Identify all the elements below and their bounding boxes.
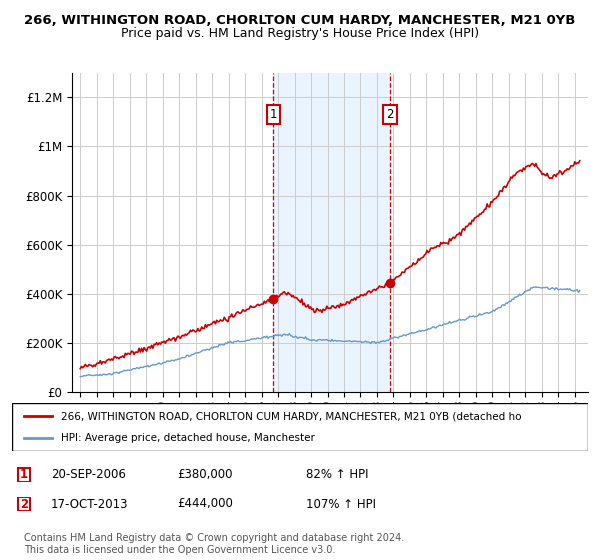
- Text: 1: 1: [20, 468, 28, 482]
- Text: 2: 2: [20, 497, 28, 511]
- Text: HPI: Average price, detached house, Manchester: HPI: Average price, detached house, Manc…: [61, 433, 315, 443]
- Text: 2: 2: [386, 108, 394, 121]
- Text: 82% ↑ HPI: 82% ↑ HPI: [306, 468, 368, 482]
- Text: 266, WITHINGTON ROAD, CHORLTON CUM HARDY, MANCHESTER, M21 0YB: 266, WITHINGTON ROAD, CHORLTON CUM HARDY…: [25, 14, 575, 27]
- Text: 266, WITHINGTON ROAD, CHORLTON CUM HARDY, MANCHESTER, M21 0YB (detached ho: 266, WITHINGTON ROAD, CHORLTON CUM HARDY…: [61, 411, 521, 421]
- Bar: [274, 73, 390, 392]
- Text: 17-OCT-2013: 17-OCT-2013: [51, 497, 128, 511]
- Text: £444,000: £444,000: [177, 497, 233, 511]
- Text: 20-SEP-2006: 20-SEP-2006: [51, 468, 126, 482]
- Text: Contains HM Land Registry data © Crown copyright and database right 2024.
This d: Contains HM Land Registry data © Crown c…: [24, 533, 404, 555]
- Text: £380,000: £380,000: [177, 468, 233, 482]
- Text: 1: 1: [270, 108, 277, 121]
- Text: 107% ↑ HPI: 107% ↑ HPI: [306, 497, 376, 511]
- Text: Price paid vs. HM Land Registry's House Price Index (HPI): Price paid vs. HM Land Registry's House …: [121, 27, 479, 40]
